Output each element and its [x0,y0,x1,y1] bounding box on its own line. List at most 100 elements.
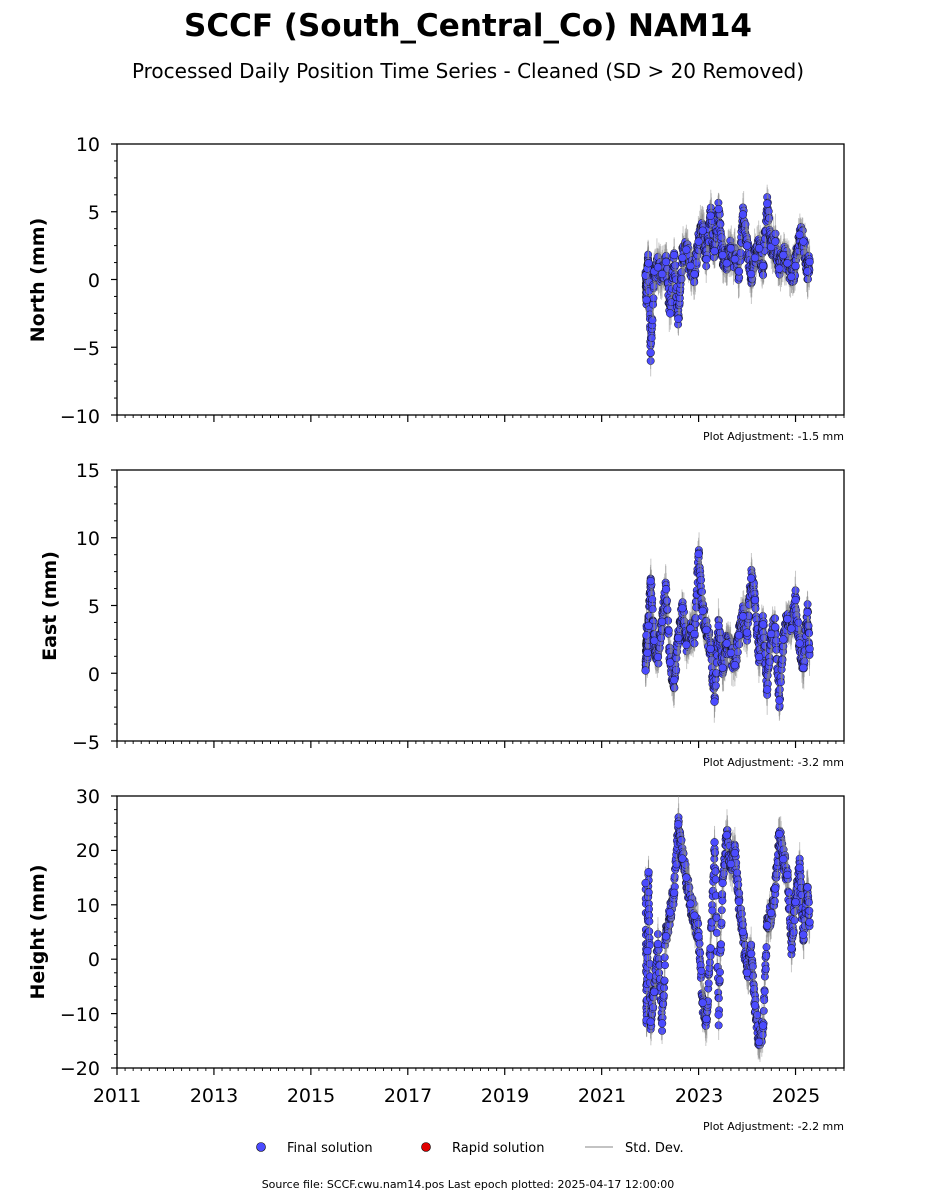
data-point [711,867,720,876]
data-point [734,631,744,640]
north-ylabel: North (mm) [27,218,49,343]
height-ytick-label: 0 [88,949,100,971]
data-point [678,253,687,262]
east-ytick-label: 15 [76,460,100,482]
data-point [644,621,653,630]
plot-frame [116,469,845,742]
data-point [717,940,726,949]
data-point [733,868,742,877]
xtick-label: 2015 [287,1085,335,1107]
data-point [710,697,719,706]
data-point [646,576,655,586]
data-point [742,628,752,637]
north-ytick-label: −10 [60,406,100,428]
data-point [661,961,669,970]
data-point [775,696,784,705]
east-plot-adjustment: Plot Adjustment: -3.2 mm [703,756,844,769]
data-point [670,675,679,685]
height-plot-adjustment: Plot Adjustment: -2.2 mm [703,1120,844,1133]
chart-title: SCCF (South_Central_Co) NAM14 [184,8,752,44]
data-point [697,575,706,584]
data-point [663,605,672,614]
data-point [759,1006,768,1015]
height-panel: Height (mm) 30 20 10 0 −10 −20 2011 2013… [27,786,845,1133]
data-point [714,204,723,214]
data-point [763,199,772,208]
data-point [644,259,653,268]
data-point [758,261,768,271]
data-point [803,608,812,617]
data-point [754,652,764,662]
data-point [730,255,740,264]
east-ytick-labels: 15 10 5 0 −5 [72,460,100,754]
data-point [674,633,683,643]
data-point [661,585,671,594]
data-point [763,685,772,694]
data-point [717,906,726,915]
data-point [805,644,814,654]
data-point [660,953,669,962]
data-point [722,639,731,648]
data-point [738,612,748,621]
height-ytick-label: −20 [60,1058,100,1080]
data-point [690,269,699,279]
data-point [795,639,804,648]
data-point [803,267,812,276]
data-point [787,624,796,633]
north-ytick-label: 5 [88,202,100,224]
data-point [762,951,771,960]
data-point [719,869,728,878]
data-point [642,295,651,304]
data-point [754,244,764,253]
data-point [697,966,706,975]
data-point [765,658,774,666]
data-point [647,334,656,342]
data-point [710,246,719,256]
east-ylabel: East (mm) [39,551,61,661]
data-point [702,625,711,635]
data-point [661,257,671,267]
data-point [791,261,800,271]
east-ytick-label: −5 [72,732,100,754]
xtick-label: 2013 [190,1085,238,1107]
data-point [659,991,668,1000]
data-point [767,629,776,639]
north-ytick-label: 0 [88,270,100,292]
data-point [758,620,768,629]
data-point [657,269,667,279]
data-point [708,906,717,915]
data-point [698,226,707,235]
data-point [682,245,691,254]
data-point [698,606,707,616]
east-ytick-label: 10 [76,528,100,550]
data-point [648,605,657,614]
data-point [682,640,691,649]
xtick-label: 2023 [675,1085,723,1107]
data-point [716,968,724,977]
chart-subtitle: Processed Daily Position Time Series - C… [132,59,804,83]
data-point [670,250,679,260]
data-point [674,314,683,323]
north-panel: North (mm) 10 5 0 −5 −10 Plot Adjustment… [27,134,845,443]
data-point [762,943,771,952]
data-point [726,648,736,658]
height-ytick-label: 10 [76,895,100,917]
data-point [794,618,803,627]
data-point [712,913,721,922]
data-point [660,976,669,985]
data-point [650,636,659,645]
data-point [690,629,699,639]
north-ytick-labels: 10 5 0 −5 −10 [60,134,100,428]
data-point [657,617,667,626]
height-ytick-label: −10 [60,1004,100,1026]
data-point [664,626,673,635]
data-point [779,635,788,644]
data-point [771,237,780,246]
data-point [787,272,796,281]
data-point [648,595,657,604]
data-point [799,237,808,246]
xtick-label: 2019 [481,1085,529,1107]
north-plot-adjustment: Plot Adjustment: -1.5 mm [703,430,844,443]
data-point [698,587,706,596]
height-xtick-labels: 2011 2013 2015 2017 2019 2021 2023 2025 [93,1085,820,1107]
